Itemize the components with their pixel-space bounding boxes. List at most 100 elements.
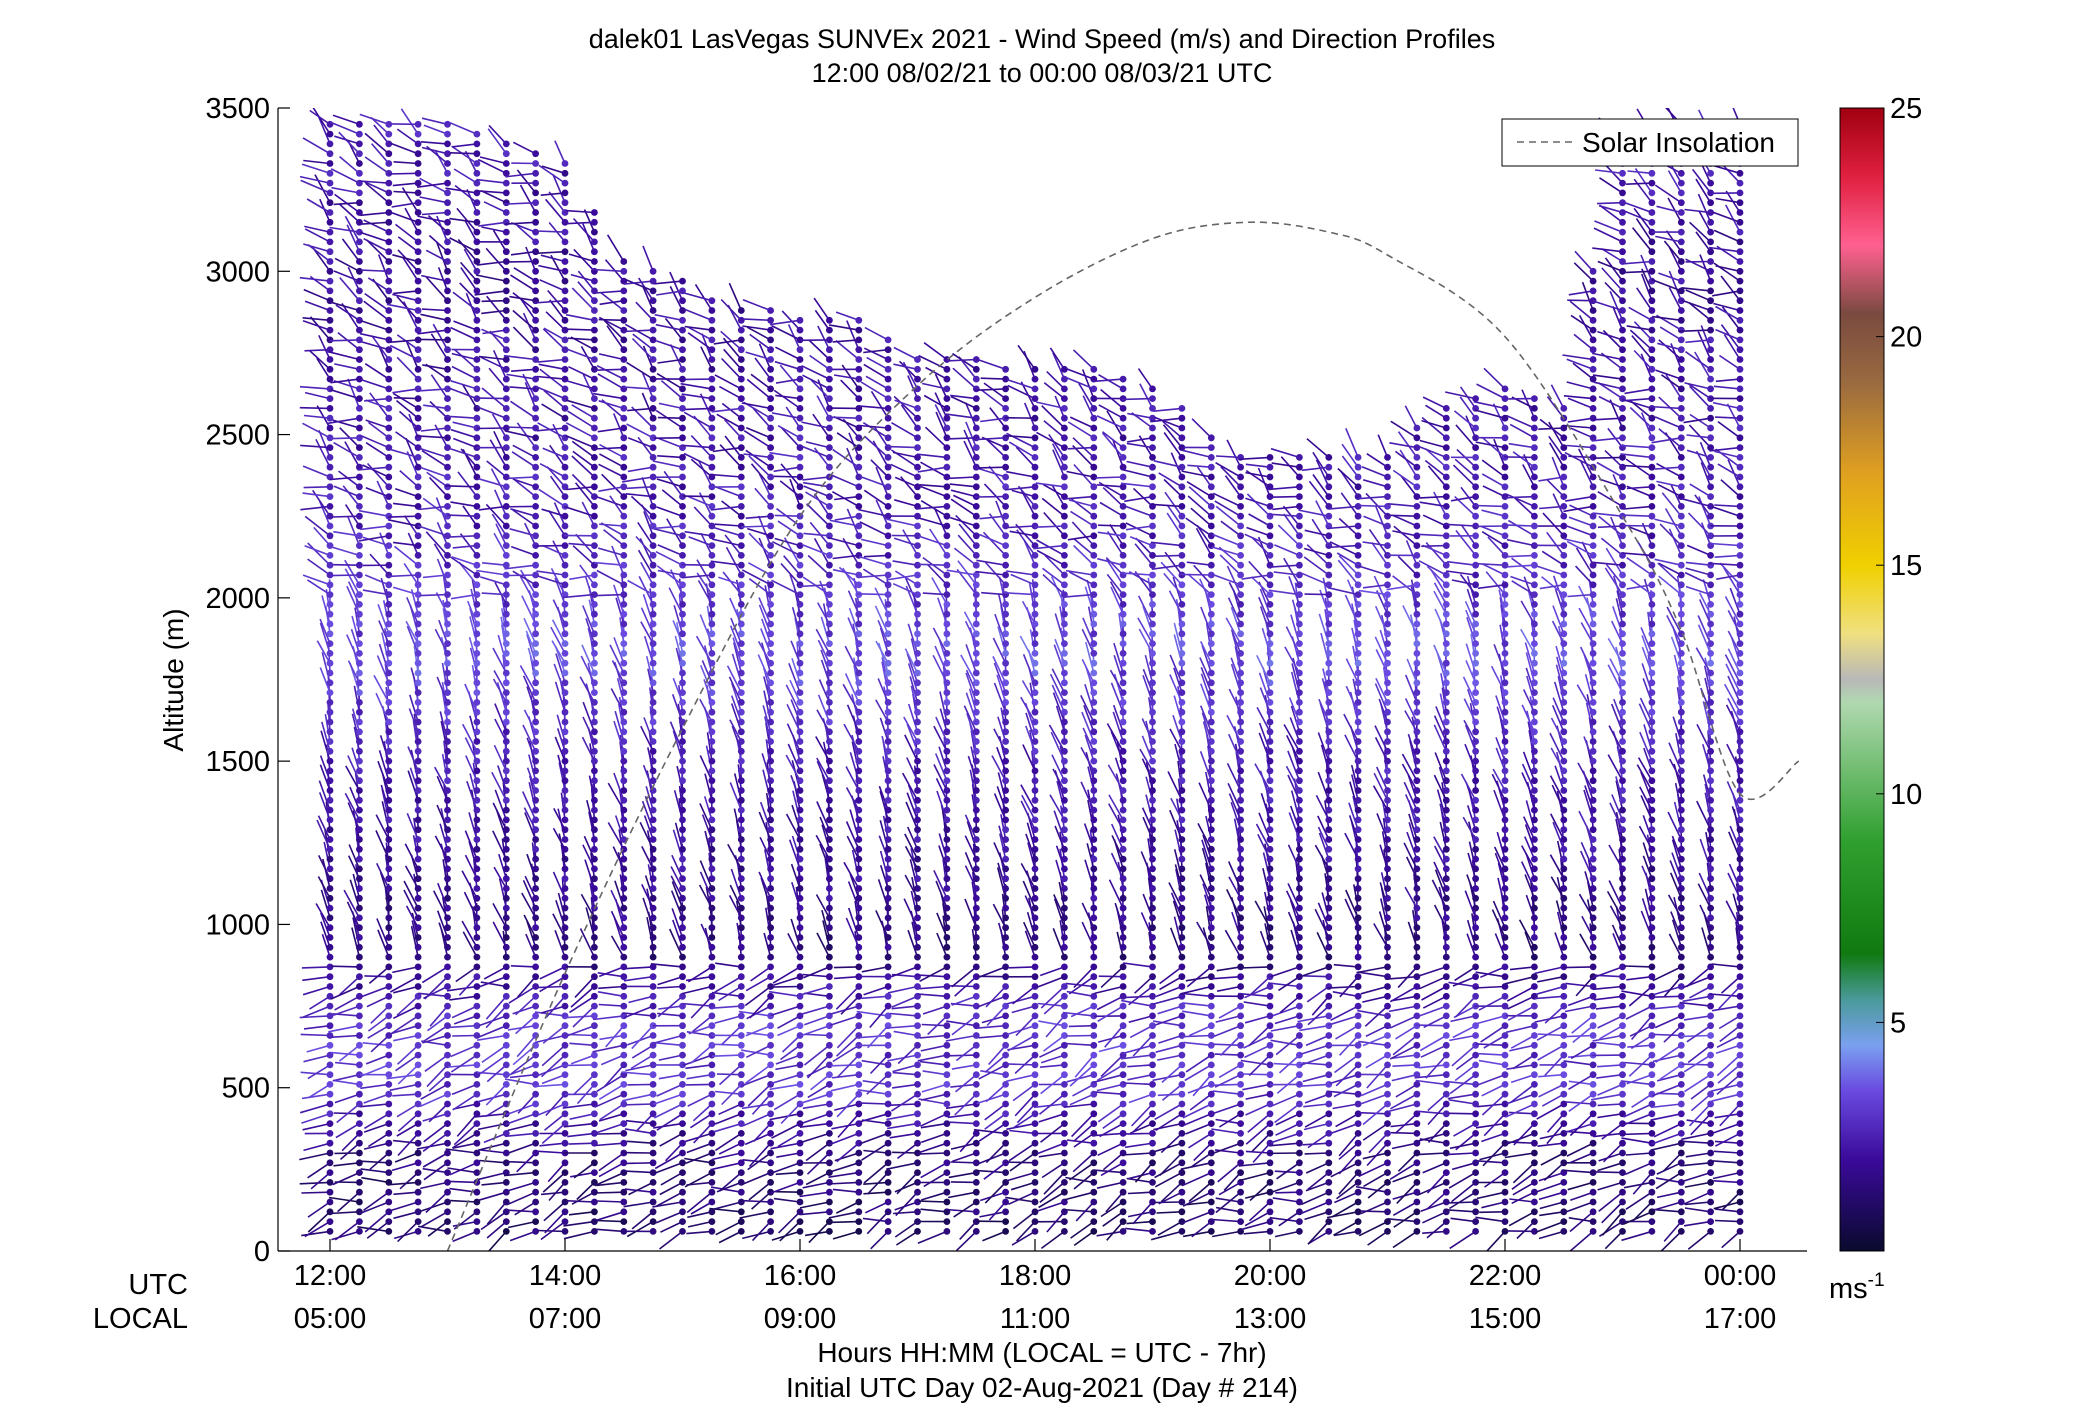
wind-barb-dot <box>649 1002 657 1010</box>
wind-barb-dot <box>356 473 363 481</box>
wind-barb-dot <box>356 395 363 402</box>
wind-barb-dot <box>620 1081 628 1088</box>
wind-barb-dot <box>473 591 481 598</box>
wind-barb-dot <box>591 454 598 461</box>
wind-barb <box>360 267 393 275</box>
wind-barb-shaft <box>346 634 361 664</box>
wind-barb-dot <box>502 943 510 951</box>
wind-barb-dot <box>737 571 745 579</box>
wind-barb-dot <box>502 601 510 608</box>
wind-barb-dot <box>414 738 422 745</box>
wind-barb <box>308 1081 334 1099</box>
wind-barb-dot <box>737 522 745 530</box>
wind-barb-dot <box>473 258 481 265</box>
wind-barb <box>393 1139 422 1147</box>
wind-barb-dot <box>326 885 334 892</box>
wind-barb-shaft <box>363 1122 390 1133</box>
wind-barb <box>405 341 422 373</box>
wind-barb-dot <box>708 336 716 344</box>
wind-barb <box>362 1061 393 1077</box>
wind-barb-dot <box>620 689 628 696</box>
wind-barb-dot <box>679 1051 686 1059</box>
wind-barb-shaft <box>309 109 331 125</box>
wind-barb-dot <box>444 679 451 687</box>
wind-barb-dot <box>326 1081 334 1088</box>
wind-barb-dot <box>591 463 598 471</box>
wind-barb-dot <box>532 1002 539 1010</box>
wind-barb-dot <box>708 346 716 354</box>
wind-barb-shaft <box>304 300 331 312</box>
wind-barb-shaft <box>334 257 360 273</box>
wind-barb-dot <box>561 777 569 785</box>
wind-barb-dot <box>679 875 686 883</box>
wind-barb-dot <box>502 209 510 216</box>
wind-barb-dot <box>385 267 393 275</box>
wind-barb-shaft <box>397 236 419 253</box>
wind-barb-shaft <box>346 224 361 253</box>
wind-barb-dot <box>326 1169 334 1176</box>
wind-barb-dot <box>385 894 393 902</box>
wind-barb-dot <box>679 365 686 373</box>
wind-barb-dot <box>561 336 569 344</box>
wind-barb-dot <box>591 650 598 657</box>
wind-barb-dot <box>356 777 363 785</box>
wind-barb-dot <box>473 1139 481 1147</box>
wind-barb-dot <box>385 1012 393 1020</box>
wind-barb-dot <box>532 454 539 461</box>
wind-barb-shaft <box>338 131 360 155</box>
wind-barb-dot <box>444 904 451 912</box>
wind-barb-dot <box>326 1188 334 1196</box>
wind-barb-shaft <box>351 927 361 958</box>
wind-barb-shaft <box>318 500 331 527</box>
wind-barb-shaft <box>338 976 360 996</box>
wind-barb-dot <box>356 326 363 334</box>
wind-barb-dot <box>649 463 657 471</box>
wind-barb-dot <box>737 1041 745 1049</box>
wind-barb-dot <box>708 1090 716 1098</box>
wind-barb-dot <box>326 375 334 383</box>
wind-barb-dot <box>385 914 393 922</box>
wind-barb-dot <box>679 483 686 491</box>
wind-barb <box>387 336 422 344</box>
wind-barb-dot <box>473 336 481 344</box>
wind-barb-dot <box>620 581 628 589</box>
wind-barb <box>354 607 363 638</box>
wind-barb-shaft <box>346 901 361 929</box>
wind-barb-dot <box>444 816 451 824</box>
wind-barb-shaft <box>328 351 360 361</box>
wind-barb-dot <box>326 620 334 628</box>
wind-barb <box>306 198 334 216</box>
wind-barb-shaft <box>364 292 390 312</box>
wind-barb <box>301 163 334 177</box>
wind-barb-dot <box>708 992 716 1000</box>
wind-barb-dot <box>591 1081 598 1088</box>
wind-barb-shaft <box>307 1162 331 1179</box>
wind-barb-dot <box>708 375 716 383</box>
wind-barb-shaft <box>301 1113 331 1124</box>
wind-barb-dot <box>767 845 774 853</box>
wind-barb-shaft <box>390 448 419 459</box>
wind-barb-dot <box>708 1120 716 1127</box>
wind-barb-dot <box>649 1032 657 1039</box>
wind-barb-dot <box>356 650 363 657</box>
wind-barb-dot <box>473 130 481 138</box>
wind-barb-dot <box>326 650 334 657</box>
wind-barb <box>304 346 334 354</box>
wind-barb-dot <box>444 405 451 412</box>
wind-barb-dot <box>385 1228 393 1235</box>
wind-barb-dot <box>591 571 598 579</box>
wind-barb-dot <box>561 512 569 520</box>
wind-barb-dot <box>444 1012 451 1020</box>
wind-barb-dot <box>385 620 393 628</box>
wind-barb-dot <box>414 267 422 275</box>
wind-barb-dot <box>767 787 774 794</box>
wind-barb-dot <box>591 414 598 422</box>
wind-barb-dot <box>649 1179 657 1186</box>
wind-barb-shaft <box>307 243 331 263</box>
wind-barb <box>324 713 334 745</box>
wind-barb-shaft <box>568 1142 595 1145</box>
wind-barb-dot <box>414 179 422 187</box>
wind-barb-dot <box>502 160 510 167</box>
wind-barb-dot <box>561 238 569 246</box>
wind-barb-dot <box>414 855 422 863</box>
